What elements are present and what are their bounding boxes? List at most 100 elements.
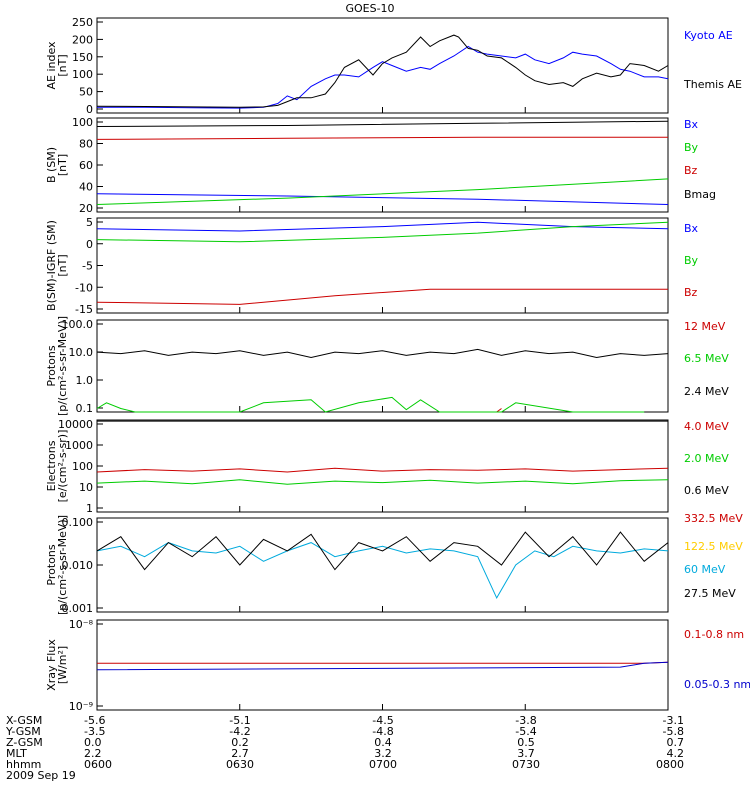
ytick-label: -5 bbox=[82, 260, 93, 273]
legend-label: Bx bbox=[684, 118, 699, 131]
ylabel: AE index bbox=[45, 41, 58, 90]
legend-label: 2.4 MeV bbox=[684, 385, 729, 398]
panel-5: 0.100 0.010 0.001 Protons[p/(cm²-s-sr-MeV)]… bbox=[45, 512, 743, 615]
legend-label: By bbox=[684, 141, 699, 154]
ylabel: [W/m²] bbox=[56, 646, 69, 684]
ytick-label: 10000 bbox=[58, 418, 93, 431]
series-line bbox=[96, 396, 645, 413]
ytick-label: 0.1 bbox=[76, 402, 94, 415]
panel-frame bbox=[96, 217, 669, 314]
footer-cell: 0730 bbox=[512, 758, 540, 771]
footer-cell: -5.1 bbox=[229, 714, 250, 727]
panel-frame bbox=[96, 319, 669, 413]
series-line bbox=[97, 661, 669, 664]
panel-4: 10000 1000 100 10 1 Electrons[e/(cm²-s-sr)] 4.… bbox=[45, 418, 729, 515]
legend-label: 4.0 MeV bbox=[684, 420, 729, 433]
panel-1: 100 80 60 40 20 B (SM)[nT] Bx By Bz Bmag bbox=[45, 116, 716, 215]
panel-6: 10⁻⁸ 10⁻⁹ Xray Flux[W/m²] 0.1-0.8 nm 0.05-0.… bbox=[45, 618, 750, 713]
ytick-label: 100.0 bbox=[62, 318, 94, 331]
series-line bbox=[96, 531, 669, 571]
panel-frame bbox=[96, 17, 669, 114]
panel-frame bbox=[96, 619, 669, 711]
footer-cell: 2.2 bbox=[84, 747, 102, 760]
ylabel: Protons bbox=[45, 544, 58, 585]
legend-label: Bmag bbox=[684, 188, 716, 201]
series-line bbox=[496, 408, 502, 413]
legend-label: 12 MeV bbox=[684, 320, 726, 333]
legend-label: Bx bbox=[684, 222, 699, 235]
footer-cell: 0630 bbox=[226, 758, 254, 771]
series-line bbox=[96, 136, 668, 140]
legend-label: Themis AE bbox=[683, 78, 742, 91]
footer-cell: -3.8 bbox=[515, 714, 536, 727]
series-line bbox=[96, 34, 669, 108]
ytick-label: -10 bbox=[75, 281, 93, 294]
series-line bbox=[96, 178, 669, 205]
ylabel: Electrons bbox=[45, 440, 58, 491]
legend-label: 6.5 MeV bbox=[684, 352, 729, 365]
series-line bbox=[96, 479, 669, 485]
ylabel: Protons bbox=[45, 345, 58, 386]
footer-cell: 3.2 bbox=[374, 747, 392, 760]
panel-0: 250 200 150 100 50 0 AE index[nT] Kyoto AE Themi… bbox=[45, 16, 742, 116]
ylabel: B (SM) bbox=[45, 147, 58, 183]
ytick-label: -15 bbox=[75, 303, 93, 316]
ytick-label: 10⁻⁸ bbox=[69, 618, 94, 631]
series-line bbox=[96, 120, 669, 127]
ytick-label: 10⁻⁹ bbox=[69, 700, 93, 713]
series-line bbox=[96, 193, 669, 205]
ytick-label: 0.001 bbox=[62, 602, 94, 615]
ylabel: [nT] bbox=[56, 154, 69, 176]
ylabel: B(SM)-IGRF (SM) bbox=[45, 220, 58, 311]
legend-label: 2.0 MeV bbox=[684, 452, 729, 465]
legend-label: 0.6 MeV bbox=[684, 484, 729, 497]
ytick-label: 150 bbox=[72, 51, 93, 64]
panel-2: 5 0 -5 -10 -15 B(SM)-IGRF (SM)[nT] Bx By Bz bbox=[45, 216, 699, 316]
footer-cell: 0700 bbox=[369, 758, 397, 771]
series-line bbox=[96, 467, 669, 473]
footer-row-label: X-GSM bbox=[6, 714, 42, 727]
ylabel: [p/(cm²-s-sr-MeV)] bbox=[56, 316, 69, 416]
ylabel: [e/(cm²-s-sr)] bbox=[56, 430, 69, 503]
ytick-label: 5 bbox=[86, 216, 93, 229]
footer-cell: 2.7 bbox=[231, 747, 249, 760]
legend-label: 0.1-0.8 nm bbox=[684, 628, 744, 641]
footer-row-label: hhmm bbox=[6, 758, 41, 771]
ytick-label: 1 bbox=[86, 502, 93, 515]
date-label: 2009 Sep 19 bbox=[6, 769, 76, 782]
legend-label: 122.5 MeV bbox=[684, 540, 743, 553]
legend-label: 60 MeV bbox=[684, 563, 726, 576]
footer-row-label: Z-GSM bbox=[6, 736, 43, 749]
ytick-label: 20 bbox=[79, 202, 93, 215]
ytick-label: 0 bbox=[86, 103, 93, 116]
panel-frame bbox=[96, 517, 669, 613]
footer-row-label: Y-GSM bbox=[5, 725, 41, 738]
legend-label: Kyoto AE bbox=[684, 29, 733, 42]
ylabel: Xray Flux bbox=[45, 639, 58, 691]
footer-cell: -3.1 bbox=[663, 714, 684, 727]
legend-label: 332.5 MeV bbox=[684, 512, 743, 525]
series-line bbox=[96, 661, 669, 671]
ytick-label: 10.0 bbox=[69, 346, 94, 359]
ylabel: [nT] bbox=[56, 254, 69, 276]
footer-cell: 0.0 bbox=[84, 736, 102, 749]
ytick-label: 0.100 bbox=[62, 516, 94, 529]
legend-label: Bz bbox=[684, 164, 698, 177]
ytick-label: 40 bbox=[79, 181, 93, 194]
series-line bbox=[96, 288, 668, 305]
ytick-label: 100 bbox=[72, 68, 93, 81]
footer-cell: 0.5 bbox=[517, 736, 535, 749]
footer-cell: 0800 bbox=[656, 758, 684, 771]
legend-label: Bz bbox=[684, 286, 698, 299]
series-line bbox=[96, 542, 669, 599]
series-line bbox=[97, 45, 669, 109]
ytick-label: 1.0 bbox=[76, 374, 94, 387]
footer-cell: -4.2 bbox=[229, 725, 250, 738]
ylabel: [p/(cm²-s-sr-MeV)] bbox=[56, 515, 69, 615]
footer-cell: 0600 bbox=[84, 758, 112, 771]
ytick-label: 1000 bbox=[65, 439, 93, 452]
ytick-label: 10 bbox=[79, 481, 93, 494]
